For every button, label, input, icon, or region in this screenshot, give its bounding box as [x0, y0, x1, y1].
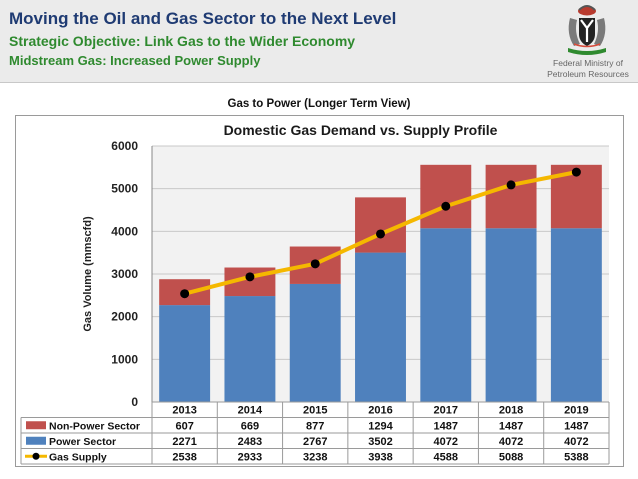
- ministry-line-2: Petroleum Resources: [547, 69, 629, 79]
- bar-power-sector: [485, 228, 537, 402]
- data-table-value: 2767: [303, 436, 327, 448]
- strategic-objective: Strategic Objective: Link Gas to the Wid…: [9, 33, 356, 49]
- gas-supply-point: [506, 180, 516, 190]
- y-tick-label: 3000: [111, 267, 138, 281]
- gas-demand-supply-chart: 0 1000 2000 3000 4000 5000 6000 Domestic Gas De…: [20, 122, 610, 465]
- data-table-value: 4588: [434, 451, 458, 463]
- data-table-value: 877: [306, 420, 324, 432]
- bar-power-sector: [355, 252, 406, 402]
- data-table-value: 4072: [564, 436, 588, 448]
- x-category-label: 2018: [499, 405, 523, 417]
- gas-supply-point: [180, 289, 190, 299]
- gas-supply-point: [571, 167, 581, 177]
- bar-power-sector: [224, 296, 276, 402]
- data-table-value: 669: [241, 420, 259, 432]
- y-tick-label: 4000: [111, 224, 138, 238]
- slide-header: Moving the Oil and Gas Sector to the Nex…: [0, 0, 638, 83]
- gas-supply-point: [245, 272, 255, 282]
- bar-non-power-sector: [420, 164, 472, 229]
- bar-power-sector: [420, 228, 472, 402]
- gas-supply-point: [441, 201, 451, 211]
- bar-power-sector: [550, 228, 602, 402]
- x-category-label: 2015: [303, 405, 327, 417]
- data-table-value: 5088: [499, 451, 523, 463]
- section-title: Gas to Power (Longer Term View): [227, 98, 411, 110]
- gas-supply-point: [376, 229, 385, 239]
- ministry-name: Federal Ministry of Petroleum Resources: [540, 58, 636, 80]
- y-tick-label: 2000: [111, 310, 138, 324]
- coat-of-arms-icon: [568, 5, 606, 55]
- bar-non-power-sector: [485, 164, 537, 229]
- x-category-label: 2017: [434, 405, 458, 417]
- y-tick-label: 5000: [111, 182, 138, 196]
- slide-title: Moving the Oil and Gas Sector to the Nex…: [9, 9, 397, 28]
- x-category-label: 2013: [172, 405, 196, 417]
- data-table-value: 607: [175, 420, 193, 432]
- data-table-value: 3502: [368, 436, 392, 448]
- data-table-value: 4072: [499, 436, 523, 448]
- data-table-value: 1487: [434, 420, 458, 432]
- legend-label: Non-Power Sector: [49, 420, 140, 432]
- legend-marker-gas-supply: [32, 452, 40, 460]
- slide-subheading: Midstream Gas: Increased Power Supply: [9, 53, 261, 68]
- x-category-label: 2016: [368, 405, 392, 417]
- chart-title: Domestic Gas Demand vs. Supply Profile: [224, 122, 498, 138]
- y-tick-label: 1000: [111, 352, 138, 366]
- legend-label: Power Sector: [49, 436, 116, 448]
- data-table-value: 2271: [172, 436, 196, 448]
- ministry-line-1: Federal Ministry of: [553, 58, 623, 68]
- legend-swatch-non-power-sector: [26, 421, 46, 430]
- y-tick-label: 6000: [111, 139, 138, 153]
- x-category-label: 2014: [238, 405, 263, 417]
- bar-power-sector: [289, 283, 341, 402]
- data-table-value: 2933: [238, 451, 262, 463]
- data-table-value: 1487: [499, 420, 523, 432]
- data-table-value: 3238: [303, 451, 327, 463]
- x-category-label: 2019: [564, 405, 588, 417]
- legend-swatch-power-sector: [26, 436, 46, 445]
- y-axis-label: Gas Volume (mmscfd): [82, 216, 94, 332]
- legend-label: Gas Supply: [49, 451, 107, 463]
- data-table-value: 2538: [172, 451, 196, 463]
- data-table-value: 5388: [564, 451, 588, 463]
- data-table-value: 4072: [434, 436, 458, 448]
- data-table-value: 1487: [564, 420, 588, 432]
- bar-power-sector: [159, 305, 211, 402]
- chart-frame: 0 1000 2000 3000 4000 5000 6000 Domestic Gas De…: [15, 115, 624, 467]
- data-table-value: 1294: [368, 420, 393, 432]
- gas-supply-point: [310, 259, 320, 269]
- data-table-value: 3938: [368, 451, 392, 463]
- data-table-value: 2483: [238, 436, 262, 448]
- y-tick-label: 0: [131, 395, 138, 409]
